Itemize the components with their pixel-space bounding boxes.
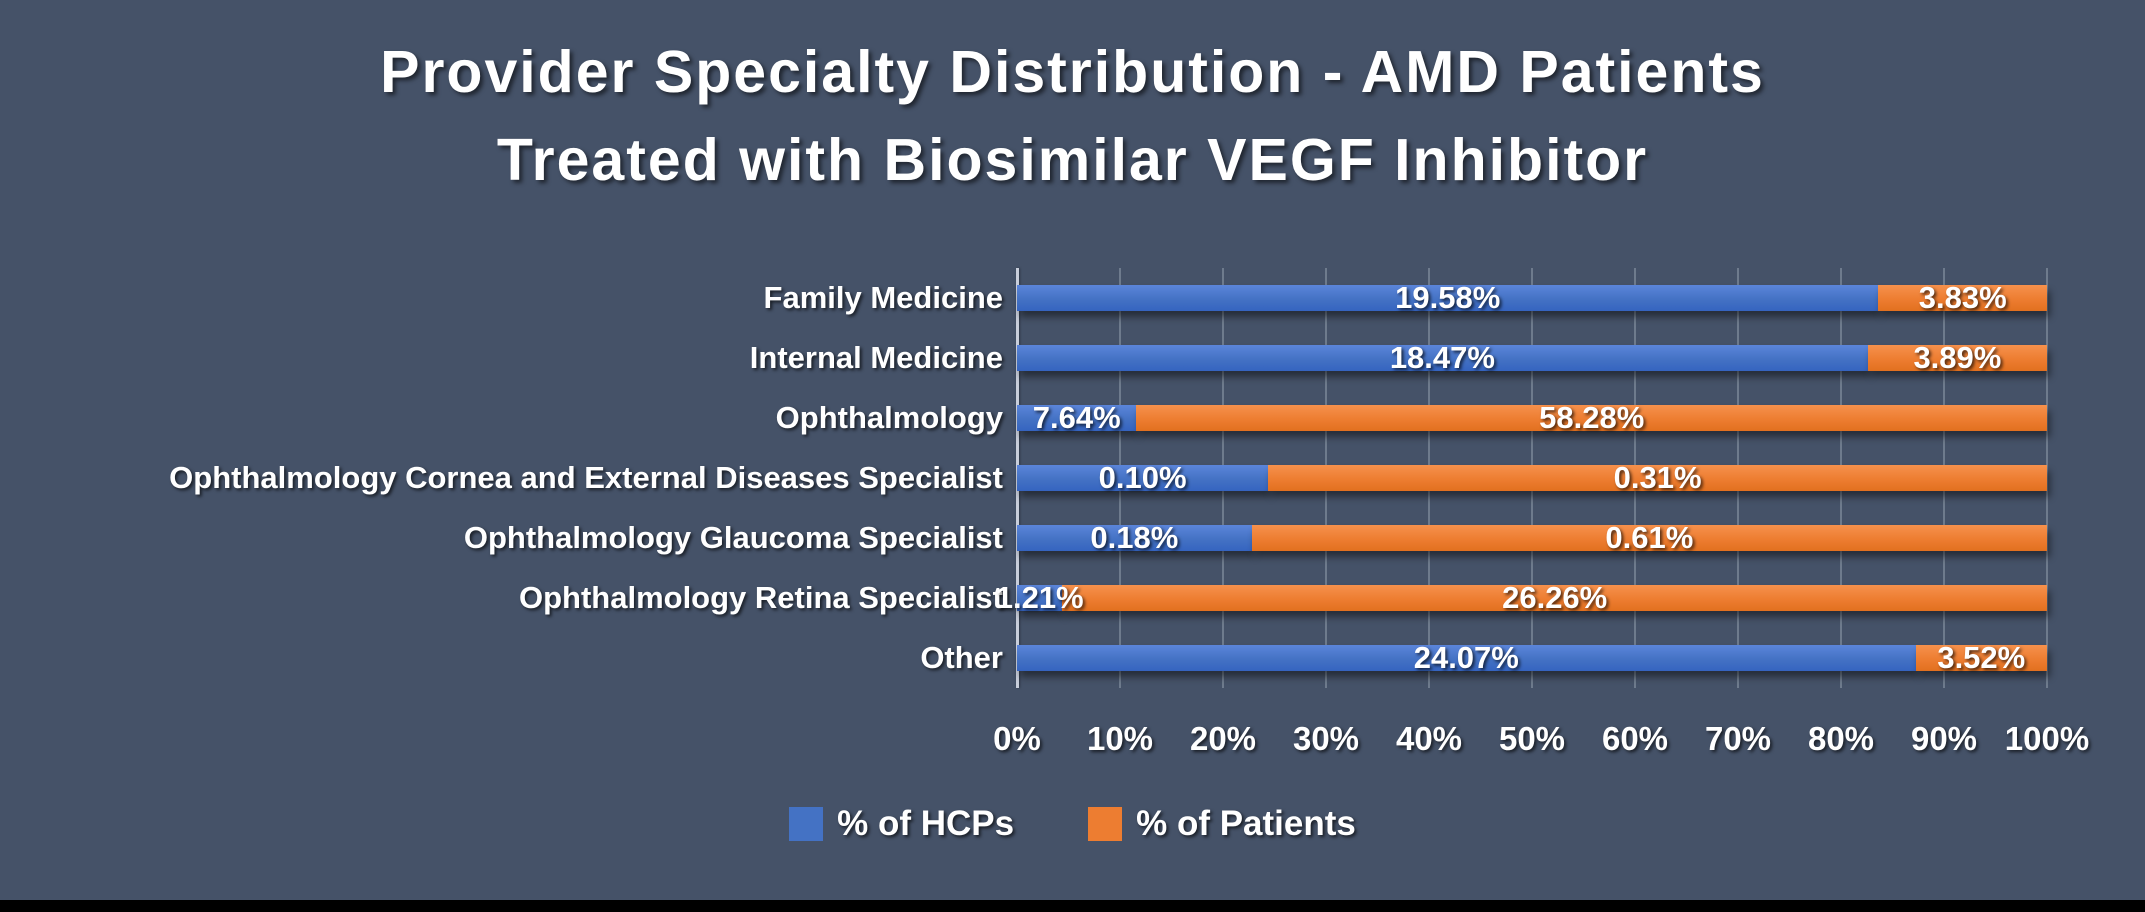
bar-segment-hcps [1017,585,1063,611]
bar-segment-hcps [1017,345,1868,371]
bar-row: 18.47% 3.89% [1017,340,2047,375]
legend-item-hcps: % of HCPs [789,804,1014,844]
bar-row: 24.07% 3.52% [1017,640,2047,675]
x-tick-label: 100% [2004,720,2090,757]
bar-segment-patients [1915,645,2047,671]
bar-row: 0.18% 0.61% [1017,520,2047,555]
bar-row: 0.10% 0.31% [1017,460,2047,495]
bar-segment-patients [1878,285,2047,311]
bar-row: 7.64% 58.28% [1017,400,2047,435]
legend-label-hcps: % of HCPs [837,804,1015,843]
legend-label-patients: % of Patients [1136,804,1356,843]
gridline [2046,268,2048,688]
category-label: Other [920,640,1003,675]
category-label: Ophthalmology Glaucoma Specialist [463,520,1003,555]
x-tick-label: 80% [1807,720,1875,757]
x-tick-label: 10% [1086,720,1154,757]
legend-swatch-patients-icon [1088,807,1123,841]
bar-segment-hcps [1017,405,1137,431]
bar-segment-patients [1136,405,2047,431]
chart-title: Provider Specialty Distribution - AMD Pa… [0,28,2145,204]
bar-segment-hcps [1017,645,1916,671]
x-tick-label: 90% [1910,720,1978,757]
category-label: Ophthalmology [775,400,1003,435]
bar-segment-hcps [1017,525,1252,551]
bar-segment-patients [1867,345,2047,371]
category-label: Family Medicine [763,280,1003,315]
x-tick-label: 50% [1498,720,1566,757]
x-tick-label: 0% [993,720,1041,757]
category-label: Internal Medicine [749,340,1003,375]
x-axis: 0% 10% 20% 30% 40% 50% 60% 70% 80% 90% 100% [993,720,2089,766]
bar-segment-patients [1268,465,2047,491]
bar-row: 1.21% 26.26% [996,580,2047,615]
category-label: Ophthalmology Retina Specialist [518,580,1003,615]
legend-swatch-hcps-icon [789,807,824,841]
chart-title-line-2: Treated with Biosimilar VEGF Inhibitor [496,127,1649,193]
category-label: Ophthalmology Cornea and External Diseas… [169,460,1003,495]
x-tick-label: 20% [1189,720,1257,757]
chart-title-line-1: Provider Specialty Distribution - AMD Pa… [380,39,1765,105]
bar-row: 19.58% 3.83% [1017,280,2047,315]
bar-segment-patients [1251,525,2047,551]
x-tick-label: 30% [1292,720,1360,757]
legend-item-patients: % of Patients [1088,804,1356,844]
x-tick-label: 40% [1395,720,1463,757]
bar-segment-hcps [1017,285,1879,311]
x-tick-label: 60% [1601,720,1669,757]
x-tick-label: 70% [1704,720,1772,757]
bar-segment-patients [1062,585,2047,611]
legend: % of HCPs % of Patients [0,804,2145,844]
letterbox-bar [0,900,2145,912]
bar-segment-hcps [1017,465,1269,491]
plot-area: 19.58% 3.83% 18.47% 3.89% 7.64% 58.28% 0.10% 0.… [996,268,2048,688]
